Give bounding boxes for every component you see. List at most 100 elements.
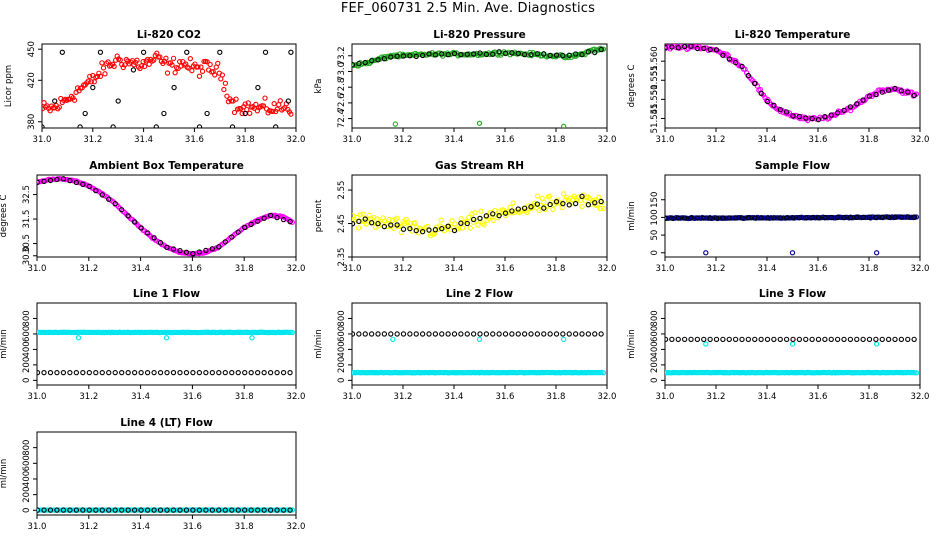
data-point-a (289, 507, 296, 513)
y-tick-label: 200 (22, 357, 32, 373)
x-tick-label: 32.0 (598, 135, 617, 145)
data-point-raw (541, 199, 547, 205)
data-point-ave (847, 214, 854, 221)
data-point-ave (809, 215, 815, 221)
data-point-raw (56, 104, 62, 110)
data-point-raw (88, 79, 94, 85)
x-tick-label: 31.8 (235, 522, 254, 532)
data-point-ave (47, 177, 54, 184)
data-point-raw (360, 211, 366, 217)
data-point-raw (467, 225, 473, 231)
data-point-b (854, 336, 860, 343)
data-point-raw (219, 72, 225, 78)
data-point-b (164, 507, 170, 513)
points-line1 (37, 329, 296, 376)
data-point-raw (260, 103, 267, 109)
y-axis-label: kPa (314, 79, 324, 94)
data-point-b (119, 369, 125, 376)
data-point-ave (445, 223, 451, 229)
data-point-ave (356, 218, 362, 224)
data-point-ave (752, 215, 758, 221)
data-point-b (432, 331, 439, 337)
panel-title: Li-820 Pressure (433, 29, 526, 41)
data-point-raw (510, 200, 516, 206)
data-point-ave (235, 229, 241, 235)
data-point-raw (172, 70, 178, 76)
y-tick-label: 200 (22, 487, 32, 503)
data-point-ave (82, 110, 88, 117)
data-point-ave (216, 244, 222, 250)
panel-title: Sample Flow (755, 160, 830, 172)
data-point-raw (391, 225, 397, 232)
data-point-b (170, 369, 177, 376)
data-point-b (892, 336, 898, 343)
data-point-ave (777, 215, 783, 221)
data-point-b (803, 336, 809, 343)
data-point-ave (803, 215, 809, 221)
data-point-raw (170, 55, 177, 61)
data-point-ave (177, 247, 183, 254)
data-point-b (885, 336, 892, 343)
data-point-raw (151, 57, 157, 63)
chart-line2: Line 2 Flow ml/min 31.0 31.2 31.4 31.6 31.8 32.… (314, 288, 616, 402)
data-point-b (419, 331, 426, 337)
points-line4 (37, 507, 296, 513)
y-tick-label: 2.45 (337, 214, 347, 233)
data-point-ave (669, 44, 675, 50)
data-point-ave (171, 84, 177, 91)
data-point-b (151, 369, 157, 376)
x-tick-label: 31.4 (131, 392, 150, 402)
data-point-b (445, 331, 451, 337)
data-point-raw (271, 101, 277, 107)
data-point-b (521, 331, 528, 337)
data-point-raw (449, 218, 455, 224)
data-point-ave (99, 192, 105, 198)
data-point-ave (490, 51, 496, 57)
data-point-ave (726, 56, 732, 62)
x-tick-label: 31.2 (79, 392, 98, 402)
data-point-raw (222, 80, 229, 86)
data-point-ave (796, 215, 803, 221)
data-point-ave (153, 124, 159, 128)
data-point-ave (119, 207, 125, 213)
data-point-b (356, 331, 362, 337)
data-point-b (777, 336, 783, 343)
data-point-b (720, 336, 726, 343)
data-point-ave (911, 92, 917, 99)
panel-title: Line 1 Flow (133, 288, 200, 300)
plot-frame (36, 431, 297, 516)
data-point-b (739, 336, 745, 343)
data-point-ave (140, 49, 147, 55)
data-point-b (477, 331, 483, 337)
data-point-ave (665, 215, 669, 221)
data-point-raw (475, 222, 481, 228)
plot-frame (664, 302, 921, 386)
data-point-raw (146, 61, 152, 67)
points-co2 (42, 49, 294, 128)
data-point-raw (487, 209, 493, 216)
data-point-ave (157, 240, 164, 246)
data-point-ave (400, 226, 407, 232)
data-point-raw (196, 73, 203, 79)
data-point-b (190, 369, 196, 376)
data-point-raw (561, 123, 567, 128)
x-tick-label: 31.0 (28, 392, 47, 402)
x-tick-label: 31.8 (547, 392, 566, 402)
data-point-ave (262, 49, 269, 55)
data-point-ave (771, 215, 777, 221)
data-point-raw (224, 93, 230, 99)
y-tick-label: 51.555 (650, 65, 660, 95)
data-point-raw (414, 224, 420, 231)
data-point-b (400, 331, 407, 337)
data-point-b (541, 331, 547, 337)
x-tick-label: 32.0 (598, 264, 617, 274)
data-point-a (163, 335, 170, 341)
data-point-raw (102, 71, 108, 77)
data-point-a (390, 336, 396, 343)
data-point-ave (752, 80, 758, 87)
data-point-ave (413, 227, 419, 234)
data-point-ave (464, 220, 470, 227)
x-tick-label: 31.0 (343, 264, 362, 274)
data-point-raw (199, 68, 206, 75)
data-point-b (707, 336, 713, 343)
